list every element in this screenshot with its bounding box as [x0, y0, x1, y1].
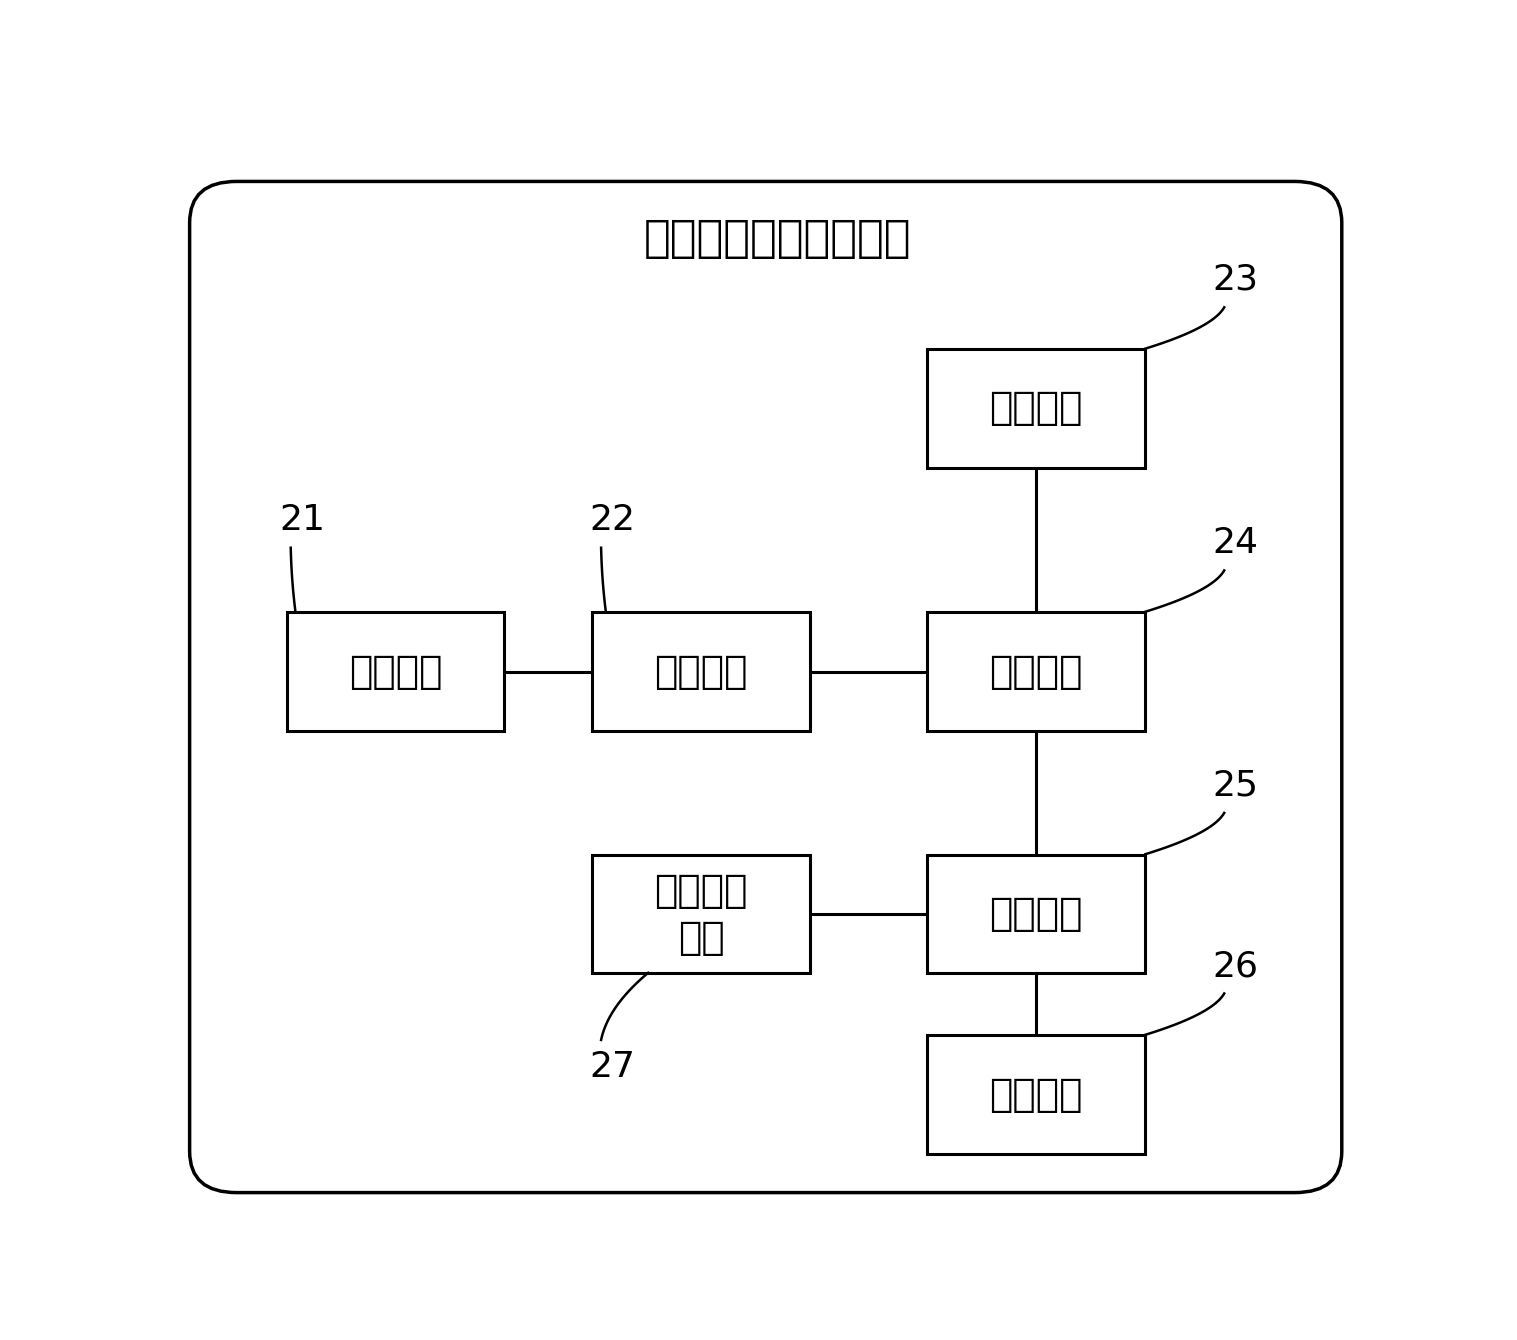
Text: 24: 24: [1212, 527, 1259, 560]
Text: 22: 22: [589, 504, 636, 537]
Text: 21: 21: [279, 504, 325, 537]
Bar: [927, 855, 1145, 973]
Bar: [287, 612, 504, 730]
Text: 判断模块: 判断模块: [989, 653, 1083, 690]
Bar: [927, 1036, 1145, 1154]
Text: 发送模块: 发送模块: [989, 1076, 1083, 1114]
FancyBboxPatch shape: [190, 181, 1341, 1193]
Text: 丢弃模块: 丢弃模块: [989, 390, 1083, 427]
Text: 接收模块: 接收模块: [349, 653, 441, 690]
Text: 参数设置
模块: 参数设置 模块: [654, 871, 748, 957]
Text: 运算模块: 运算模块: [654, 653, 748, 690]
Text: 23: 23: [1212, 263, 1259, 297]
Text: 处理模块: 处理模块: [989, 895, 1083, 933]
Text: 27: 27: [589, 1051, 636, 1084]
Text: 25: 25: [1212, 769, 1259, 803]
Bar: [592, 612, 810, 730]
Bar: [927, 350, 1145, 468]
Text: 26: 26: [1212, 949, 1259, 984]
Bar: [592, 855, 810, 973]
Bar: [927, 612, 1145, 730]
Text: 电机负荷分配控制装置: 电机负荷分配控制装置: [643, 217, 912, 260]
